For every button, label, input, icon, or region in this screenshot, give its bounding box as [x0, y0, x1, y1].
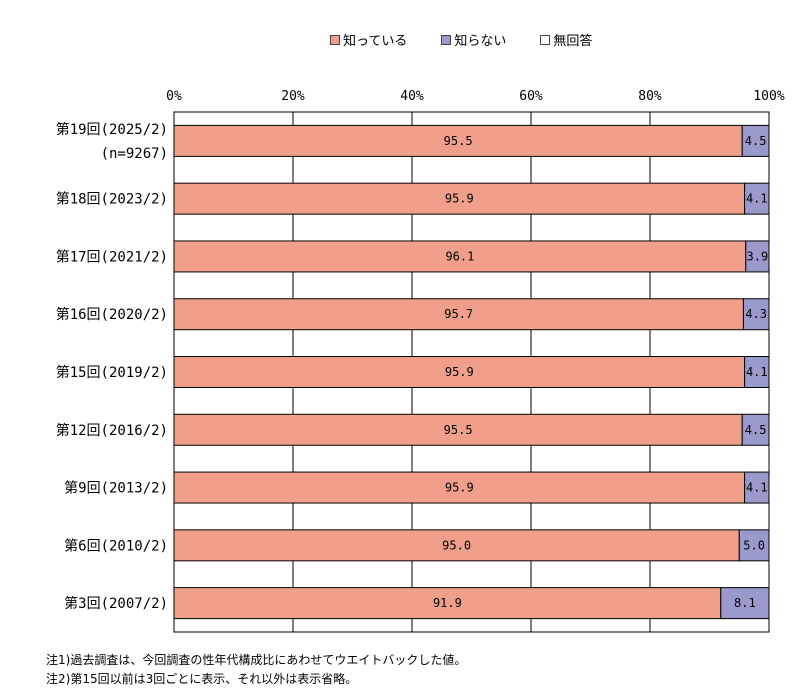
category-label: 第15回(2019/2): [56, 364, 168, 381]
bar-segment: [738, 529, 770, 562]
data-label: 4.5: [745, 423, 767, 437]
legend-item-unknown: 知らない: [441, 30, 506, 49]
legend-item-known: 知っている: [330, 30, 407, 49]
category-label: 第6回(2010/2): [64, 537, 168, 554]
bar-segment: [741, 413, 770, 446]
x-tick-label: 0%: [166, 89, 182, 104]
data-label: 95.9: [445, 481, 474, 495]
data-label: 95.5: [444, 423, 473, 437]
category-label: 第17回(2021/2): [56, 248, 168, 265]
data-label: 4.5: [745, 134, 767, 148]
category-label: 第18回(2023/2): [56, 191, 168, 208]
category-label: 第19回(2025/2): [56, 121, 168, 138]
legend-swatch-no-answer: [540, 34, 551, 45]
bar-segment: [173, 471, 746, 504]
bar-segment: [173, 240, 747, 273]
bar-segment: [173, 124, 743, 157]
legend-item-no-answer: 無回答: [540, 30, 592, 49]
data-label: 95.7: [444, 307, 473, 321]
bar-segment: [173, 356, 746, 388]
data-label: 95.5: [444, 134, 473, 148]
data-label: 3.9: [747, 249, 769, 263]
bar-segment: [173, 413, 743, 446]
legend-label-known: 知っている: [343, 34, 408, 49]
data-label: 5.0: [743, 538, 765, 552]
legend-swatch-unknown: [441, 34, 452, 45]
data-label: 8.1: [734, 596, 756, 610]
legend-swatch-known: [330, 34, 340, 45]
bar-segment: [173, 298, 744, 331]
bar-segment: [742, 298, 770, 331]
notes: 注1)過去調査は、今回調査の性年代構成比にあわせてウエイトバックした値。 注2)…: [46, 651, 466, 689]
note-1: 注1)過去調査は、今回調査の性年代構成比にあわせてウエイトバックした値。: [46, 653, 467, 667]
data-label: 4.3: [745, 307, 767, 321]
category-label: 第16回(2020/2): [56, 306, 168, 323]
legend-label-unknown: 知らない: [454, 34, 507, 49]
x-tick-label: 40%: [400, 89, 424, 104]
category-label: 第3回(2007/2): [64, 595, 168, 612]
data-label: 91.9: [433, 596, 462, 610]
bar-segment: [720, 587, 770, 620]
data-label: 4.1: [746, 365, 768, 379]
data-label: 96.1: [445, 249, 474, 263]
data-label: 4.1: [746, 192, 768, 206]
stacked-bar-chart: 0% 20% 40% 60% 80% 100% 95.5 4.5 第19回(2025/2) (n=…: [56, 89, 785, 633]
bar-segment: [744, 471, 770, 504]
category-label: 第12回(2016/2): [56, 422, 168, 439]
legend-label-no-answer: 無回答: [553, 34, 593, 49]
x-tick-label: 100%: [753, 89, 784, 104]
bar-segment: [744, 356, 770, 388]
bar-segment: [744, 182, 770, 215]
category-label: (n=9267): [101, 146, 168, 162]
bar-segment: [173, 529, 740, 562]
data-label: 95.0: [442, 538, 471, 552]
legend: 知っている 知らない 無回答: [330, 30, 592, 49]
note-2: 注2)第15回以前は3回ごとに表示、それ以外は表示省略。: [46, 672, 358, 686]
x-tick-label: 20%: [281, 89, 305, 104]
data-label: 95.9: [445, 192, 474, 206]
category-label: 第9回(2013/2): [64, 480, 168, 497]
x-tick-label: 80%: [638, 89, 662, 104]
bar-segment: [173, 182, 746, 215]
bar-segment: [741, 124, 770, 157]
bar-segment: [745, 240, 770, 273]
bar-segment: [173, 587, 722, 620]
data-label: 95.9: [445, 365, 474, 379]
data-label: 4.1: [746, 481, 768, 495]
x-tick-label: 60%: [519, 89, 543, 104]
